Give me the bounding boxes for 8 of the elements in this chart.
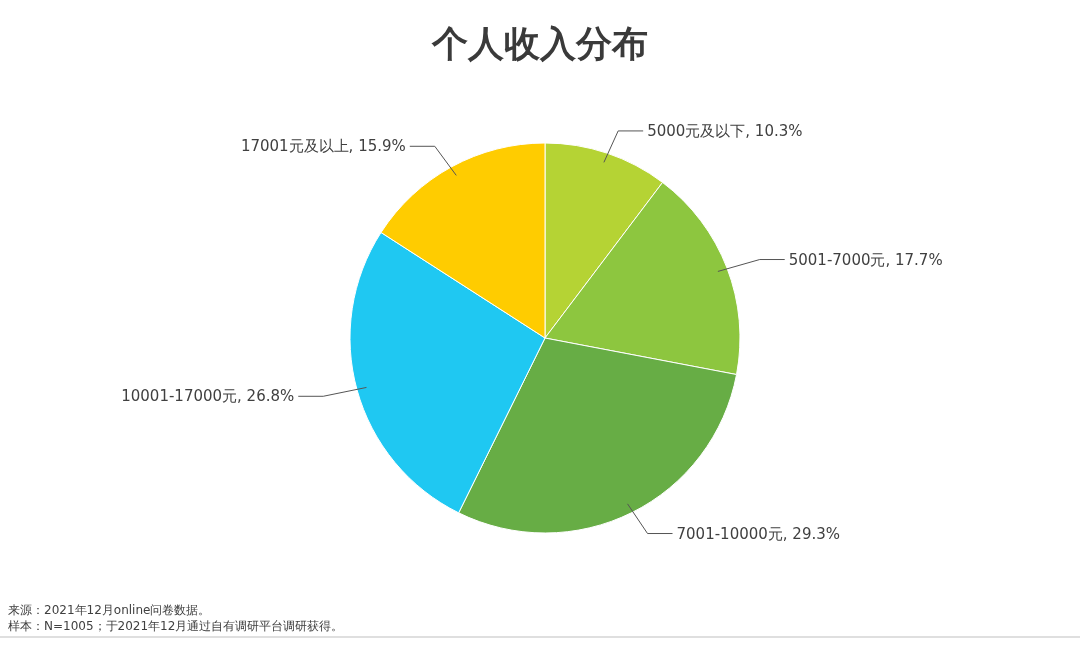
slice-label: 7001-10000元, 29.3% [676,524,841,543]
slice-label: 5001-7000元, 17.7% [788,250,943,269]
text: 样本：N=1005；于2021年12月通过自有调研平台调研获得。 [8,619,344,633]
chart-title: 个人收入分布 [431,23,648,64]
slice-label: 5000元及以下, 10.3% [647,121,803,140]
source-note: 来源：2021年12月online问卷数据。 [8,603,211,617]
slice-label: 17001元及以上, 15.9% [240,137,406,156]
slice-label: 10001-17000元, 26.8% [121,387,295,406]
